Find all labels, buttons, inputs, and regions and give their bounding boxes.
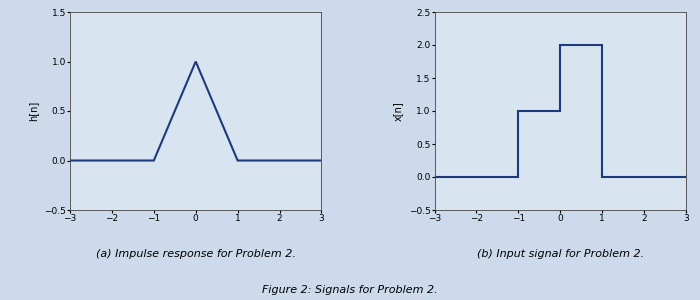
Text: Figure 2: Signals for Problem 2.: Figure 2: Signals for Problem 2. <box>262 285 438 295</box>
Y-axis label: x[n]: x[n] <box>393 101 403 121</box>
Text: (a) Impulse response for Problem 2.: (a) Impulse response for Problem 2. <box>96 249 295 259</box>
Y-axis label: h[n]: h[n] <box>29 101 38 121</box>
Text: (b) Input signal for Problem 2.: (b) Input signal for Problem 2. <box>477 249 644 259</box>
